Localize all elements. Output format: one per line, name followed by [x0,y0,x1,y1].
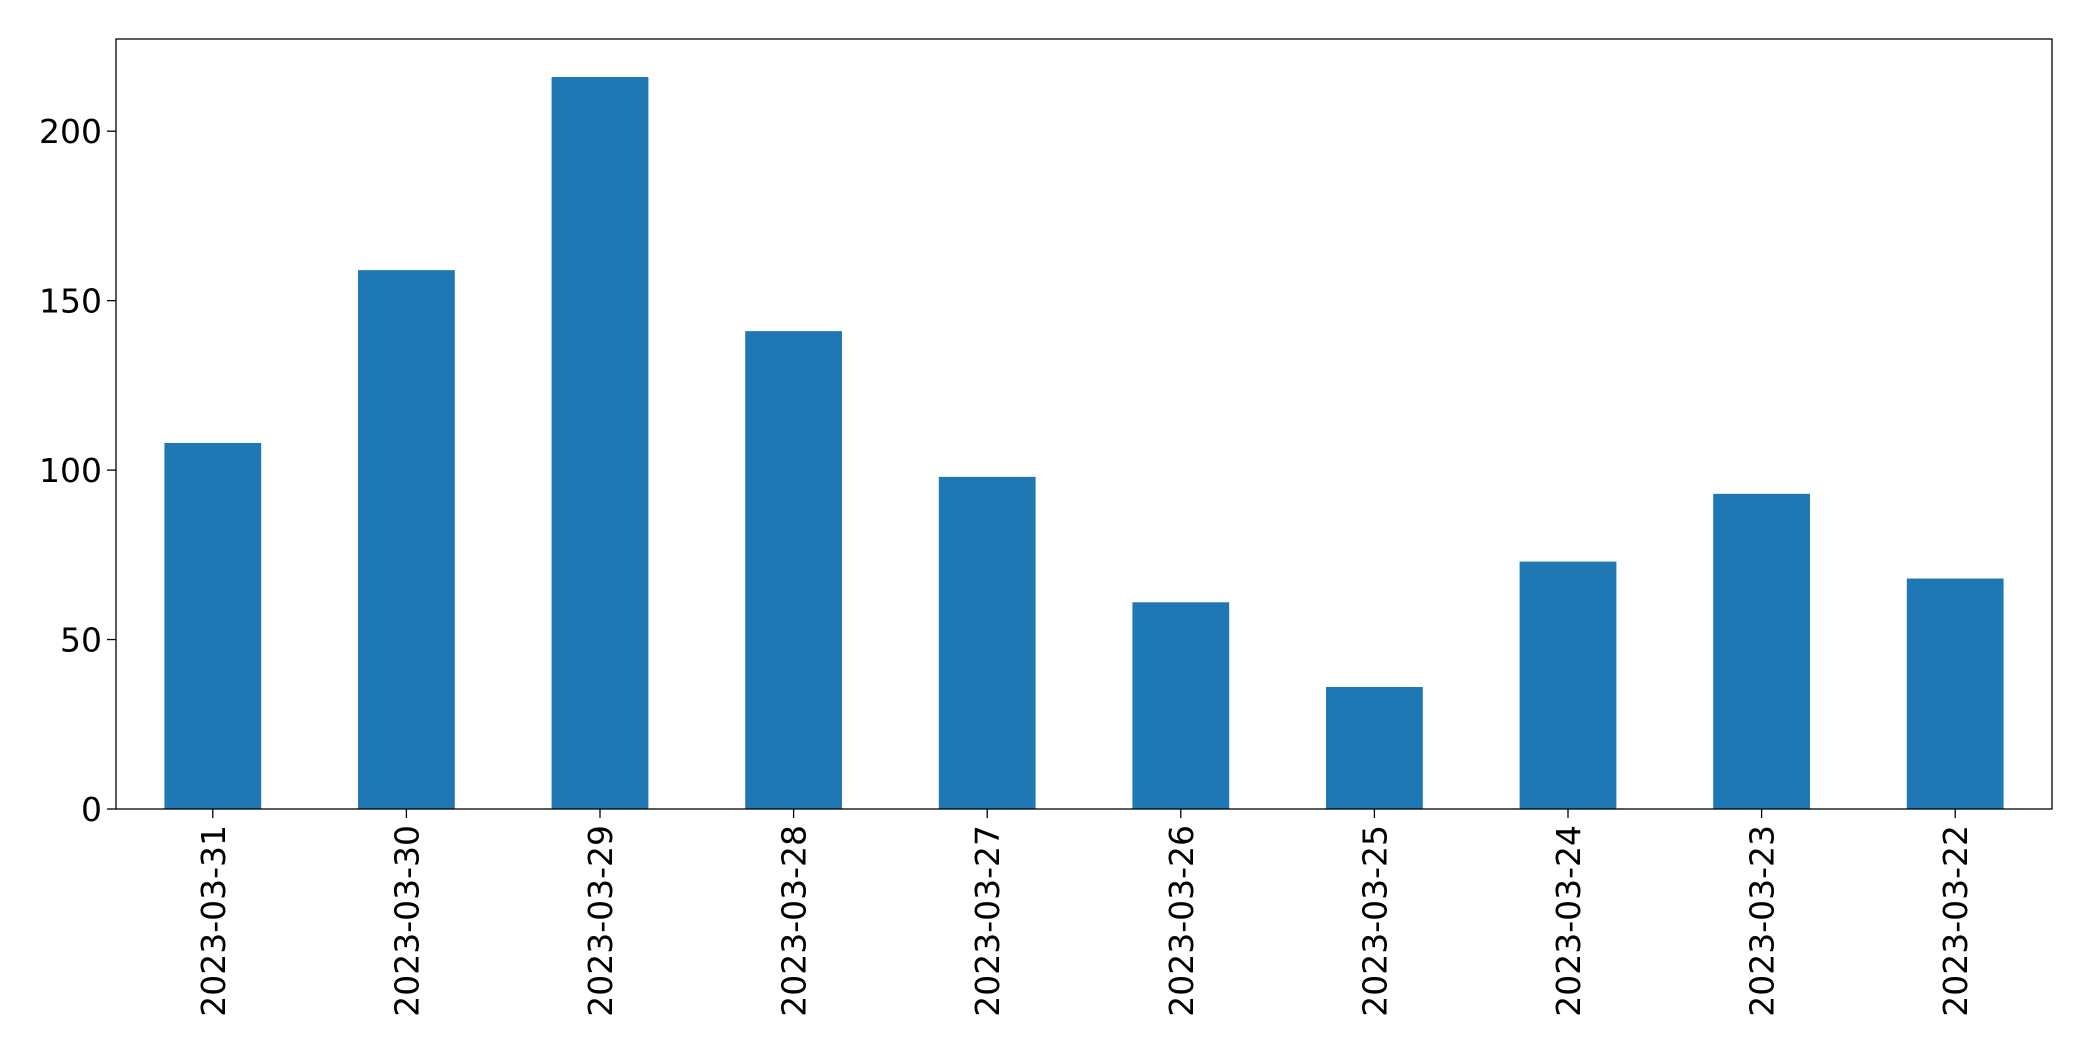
bar [358,270,455,809]
bar [1906,578,2004,809]
plot-frame [115,38,2053,810]
x-tick-label: 2023-03-26 [1162,825,1201,1017]
bar [938,476,1036,809]
bar [1519,561,1617,809]
bar [1326,686,1423,809]
x-tick-label: 2023-03-28 [775,825,814,1017]
y-tick-label: 150 [39,282,102,321]
x-tick-label: 2023-03-24 [1549,825,1588,1017]
bar [745,331,842,809]
y-tick-label: 50 [60,621,102,660]
y-tick-label: 0 [81,790,102,829]
x-tick-label: 2023-03-22 [1936,825,1975,1017]
x-tick-label: 2023-03-23 [1743,825,1782,1017]
x-tick-label: 2023-03-27 [968,825,1007,1017]
x-tick-label: 2023-03-31 [194,825,233,1017]
x-tick-label: 2023-03-29 [581,825,620,1017]
bar [551,76,649,809]
bar [1132,602,1230,809]
y-tick-label: 200 [39,112,102,151]
y-tick-label: 100 [39,451,102,490]
x-tick-label: 2023-03-30 [387,825,426,1017]
x-tick-label: 2023-03-25 [1355,825,1394,1017]
bar [164,442,262,809]
bar [1713,493,1810,809]
